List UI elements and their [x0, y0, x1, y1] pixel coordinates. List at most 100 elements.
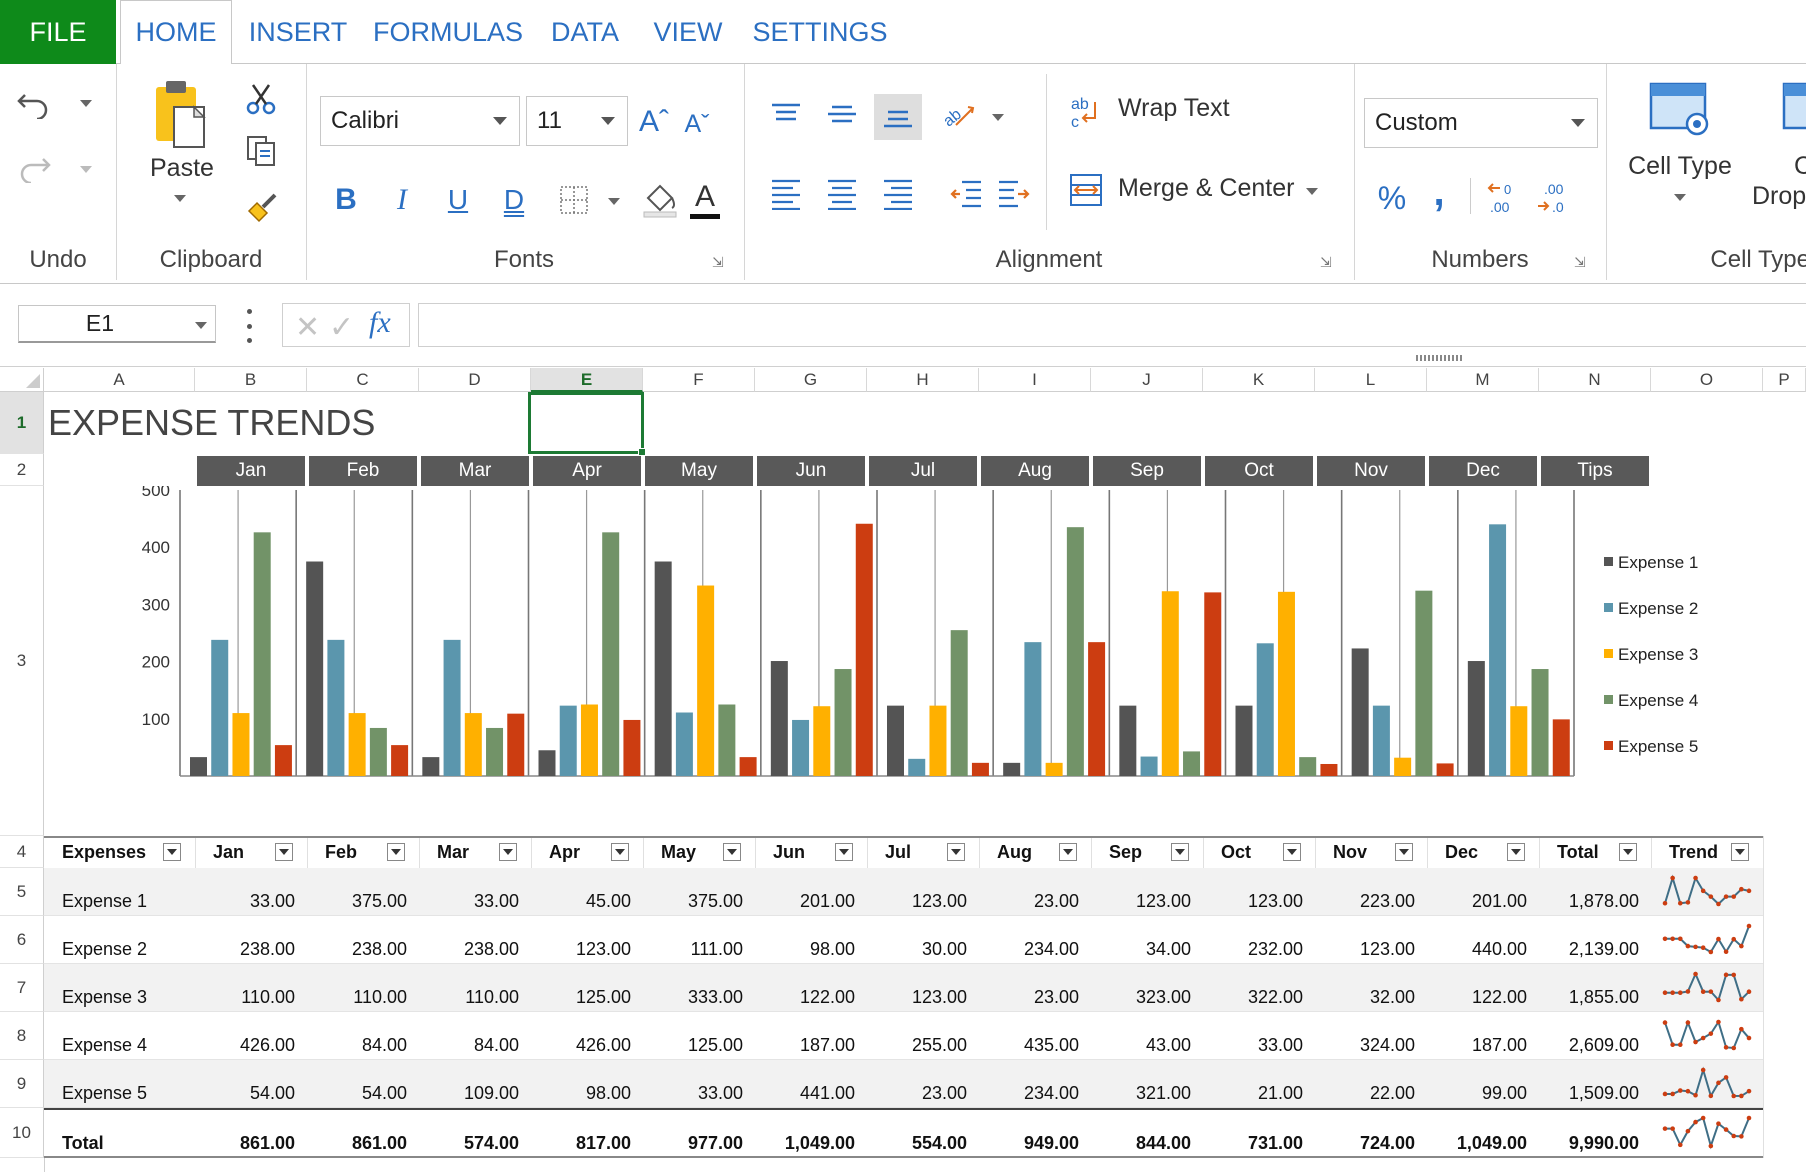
- total-cell[interactable]: 2,609.00: [1568, 1035, 1639, 1055]
- trend-sparkline[interactable]: [1661, 1114, 1753, 1150]
- bar-expense-1-jul[interactable]: [887, 705, 904, 776]
- value-cell[interactable]: 977.00: [687, 1133, 743, 1153]
- bar-expense-3-may[interactable]: [697, 585, 715, 776]
- bar-expense-4-sep[interactable]: [1183, 751, 1201, 776]
- tab-view[interactable]: VIEW: [653, 16, 723, 47]
- filter-dropdown-button[interactable]: [1059, 843, 1077, 861]
- borders-dropdown-icon[interactable]: [608, 198, 620, 205]
- column-header-l[interactable]: L: [1315, 368, 1427, 392]
- bar-expense-4-nov[interactable]: [1415, 590, 1433, 776]
- filter-dropdown-button[interactable]: [387, 843, 405, 861]
- column-header-g[interactable]: G: [755, 368, 867, 392]
- row-header-2[interactable]: 2: [0, 454, 44, 486]
- value-cell[interactable]: 122.00: [1471, 987, 1527, 1007]
- bar-expense-4-jan[interactable]: [253, 532, 271, 776]
- row-header-1[interactable]: 1: [0, 392, 44, 454]
- value-cell[interactable]: 123.00: [1135, 891, 1191, 911]
- filter-dropdown-button[interactable]: [835, 843, 853, 861]
- numbers-dialog-launcher-icon[interactable]: ⇲: [1574, 254, 1586, 270]
- bar-expense-3-sep[interactable]: [1161, 591, 1179, 776]
- align-bottom-button[interactable]: [874, 94, 922, 140]
- paste-dropdown-icon[interactable]: [174, 195, 186, 202]
- value-cell[interactable]: 125.00: [687, 1035, 743, 1055]
- table-header-sep[interactable]: Sep: [1109, 841, 1143, 862]
- value-cell[interactable]: 99.00: [1481, 1083, 1527, 1103]
- bar-expense-3-jul[interactable]: [929, 705, 947, 776]
- paste-label[interactable]: Paste: [150, 154, 214, 182]
- bar-expense-5-mar[interactable]: [507, 713, 525, 776]
- filter-dropdown-button[interactable]: [1731, 843, 1749, 861]
- value-cell[interactable]: 111.00: [690, 939, 743, 959]
- value-cell[interactable]: 84.00: [361, 1035, 407, 1055]
- value-cell[interactable]: 949.00: [1023, 1133, 1079, 1153]
- month-band-tips[interactable]: Tips: [1541, 456, 1649, 486]
- column-header-i[interactable]: I: [979, 368, 1091, 392]
- borders-button[interactable]: [556, 182, 592, 218]
- bar-expense-3-nov[interactable]: [1394, 757, 1412, 776]
- column-header-h[interactable]: H: [867, 368, 979, 392]
- value-cell[interactable]: 33.00: [697, 1083, 743, 1103]
- value-cell[interactable]: 30.00: [921, 939, 967, 959]
- paste-button[interactable]: [148, 74, 212, 154]
- total-cell[interactable]: 1,509.00: [1568, 1083, 1639, 1103]
- redo-dropdown-icon[interactable]: [80, 166, 92, 173]
- row-label-cell[interactable]: Expense 2: [62, 939, 148, 959]
- table-header-feb[interactable]: Feb: [325, 841, 358, 862]
- alignment-dialog-launcher-icon[interactable]: ⇲: [1320, 254, 1332, 270]
- value-cell[interactable]: 435.00: [1023, 1035, 1079, 1055]
- bar-expense-2-oct[interactable]: [1256, 643, 1274, 776]
- bar-expense-2-mar[interactable]: [443, 639, 461, 776]
- value-cell[interactable]: 724.00: [1359, 1133, 1415, 1153]
- bar-expense-1-nov[interactable]: [1351, 648, 1369, 776]
- column-header-m[interactable]: M: [1427, 368, 1539, 392]
- cell-type-button[interactable]: [1646, 78, 1714, 144]
- value-cell[interactable]: 187.00: [1471, 1035, 1527, 1055]
- column-header-e[interactable]: E: [531, 368, 643, 392]
- value-cell[interactable]: 574.00: [463, 1133, 519, 1153]
- bar-expense-4-mar[interactable]: [486, 727, 504, 776]
- value-cell[interactable]: 426.00: [239, 1035, 295, 1055]
- value-cell[interactable]: 234.00: [1023, 1083, 1079, 1103]
- bar-expense-1-mar[interactable]: [422, 757, 440, 776]
- bar-expense-4-may[interactable]: [718, 704, 736, 777]
- row-label-cell[interactable]: Total: [62, 1133, 104, 1153]
- month-band-may[interactable]: May: [645, 456, 753, 486]
- undo-button[interactable]: [14, 84, 54, 124]
- font-name-combo[interactable]: Calibri: [320, 96, 520, 146]
- decrease-decimal-button[interactable]: 0.00: [1484, 176, 1528, 220]
- cell-type-dropdown-icon[interactable]: [1674, 194, 1686, 201]
- table-header-jan[interactable]: Jan: [213, 841, 245, 862]
- merge-center-icon-button[interactable]: [1066, 170, 1106, 210]
- value-cell[interactable]: 201.00: [1471, 891, 1527, 911]
- bar-expense-5-oct[interactable]: [1320, 763, 1338, 776]
- formula-input[interactable]: [418, 303, 1806, 347]
- bar-expense-5-sep[interactable]: [1204, 592, 1222, 776]
- bar-expense-5-dec[interactable]: [1552, 719, 1570, 776]
- increase-decimal-button[interactable]: .00.0: [1532, 176, 1576, 220]
- bar-expense-3-mar[interactable]: [464, 713, 482, 776]
- value-cell[interactable]: 32.00: [1369, 987, 1415, 1007]
- value-cell[interactable]: 234.00: [1023, 939, 1079, 959]
- value-cell[interactable]: 54.00: [249, 1083, 295, 1103]
- value-cell[interactable]: 201.00: [799, 891, 855, 911]
- value-cell[interactable]: 1,049.00: [784, 1133, 855, 1153]
- row-header-10[interactable]: 10: [0, 1108, 44, 1158]
- column-header-d[interactable]: D: [419, 368, 531, 392]
- tab-home[interactable]: HOME: [120, 0, 232, 65]
- select-all-corner[interactable]: [0, 368, 44, 392]
- bar-expense-1-aug[interactable]: [1003, 762, 1021, 776]
- value-cell[interactable]: 861.00: [351, 1133, 407, 1153]
- orientation-dropdown-icon[interactable]: [992, 114, 1004, 121]
- value-cell[interactable]: 43.00: [1145, 1035, 1191, 1055]
- orientation-button[interactable]: ab: [936, 92, 980, 136]
- total-cell[interactable]: 1,855.00: [1568, 987, 1639, 1007]
- month-band-apr[interactable]: Apr: [533, 456, 641, 486]
- value-cell[interactable]: 441.00: [799, 1083, 855, 1103]
- filter-dropdown-button[interactable]: [723, 843, 741, 861]
- month-band-aug[interactable]: Aug: [981, 456, 1089, 486]
- bar-expense-3-dec[interactable]: [1510, 706, 1528, 776]
- value-cell[interactable]: 844.00: [1135, 1133, 1191, 1153]
- bar-expense-3-apr[interactable]: [580, 704, 598, 777]
- column-header-p[interactable]: P: [1763, 368, 1806, 392]
- name-box[interactable]: E1: [18, 305, 216, 343]
